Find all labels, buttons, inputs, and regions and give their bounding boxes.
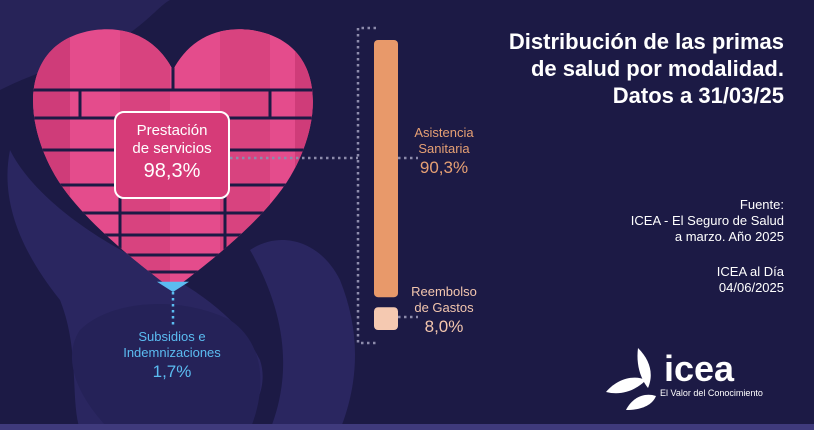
chart-title: Distribución de las primas de salud por … (508, 29, 784, 108)
connectors (230, 26, 418, 345)
label-subsidios-line-1: Subsidios e (138, 329, 206, 344)
icea-logo-icon (606, 348, 656, 410)
bottom-border (0, 424, 814, 430)
label-prestacion-line-2: de servicios (132, 140, 212, 157)
stacked-bar (374, 40, 398, 330)
label-asistencia-line-2: Sanitaria (418, 141, 470, 156)
label-subsidios-line-2: Indemnizaciones (123, 345, 221, 360)
logo-tagline: El Valor del Conocimiento (660, 388, 763, 398)
pie-slice-subsidios (157, 281, 189, 292)
date-line-2: 04/06/2025 (718, 280, 784, 295)
label-reembolso-line-1: Reembolso (411, 284, 477, 299)
label-prestacion-line-1: Prestación (136, 122, 208, 139)
label-asistencia-line-1: Asistencia (414, 125, 474, 140)
label-asistencia-value: 90,3% (419, 158, 469, 177)
date-line-1: ICEA al Día (716, 264, 784, 279)
logo-wordmark: icea (664, 348, 735, 389)
label-subsidios-value: 1,7% (152, 362, 192, 381)
bar-segment-asistencia (374, 40, 398, 298)
source-block: Fuente: ICEA - El Seguro de Salud a marz… (560, 197, 784, 245)
label-reembolso-value: 8,0% (424, 317, 464, 336)
source-line-2: a marzo. Año 2025 (674, 229, 784, 244)
pie-slice-subsidios-shape (157, 281, 189, 292)
label-subsidios: Subsidios e Indemnizaciones 1,7% (92, 329, 252, 383)
label-prestacion-value: 98,3% (143, 160, 201, 182)
bg-shape-circle (71, 303, 261, 430)
bg-shape-leaf-right (250, 240, 355, 430)
date-block: ICEA al Día 04/06/2025 (560, 264, 784, 296)
bars-bracket (356, 26, 376, 345)
bar-segment-reembolso (374, 307, 398, 330)
label-asistencia: Asistencia Sanitaria 90,3% (398, 125, 490, 179)
label-reembolso: Reembolso de Gastos 8,0% (398, 284, 490, 338)
label-reembolso-line-2: de Gastos (414, 300, 474, 315)
label-prestacion: Prestación de servicios 98,3% (114, 111, 230, 199)
source-label: Fuente: (739, 197, 784, 212)
source-line-1: ICEA - El Seguro de Salud (630, 213, 784, 228)
